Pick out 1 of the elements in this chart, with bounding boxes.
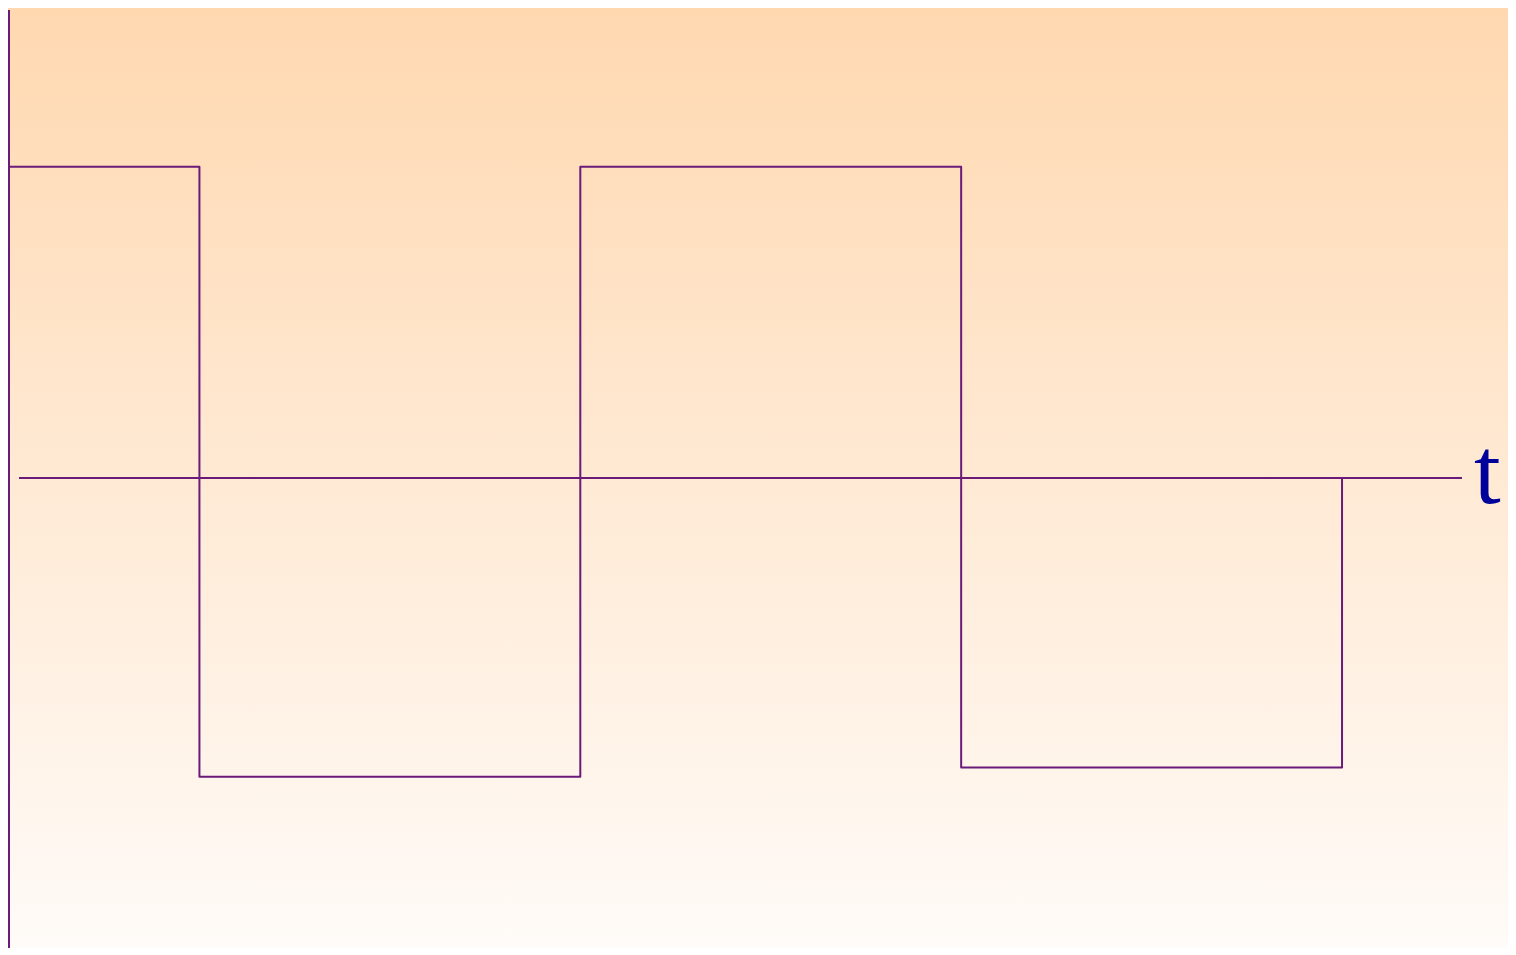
x-axis-title: t — [1474, 417, 1501, 525]
